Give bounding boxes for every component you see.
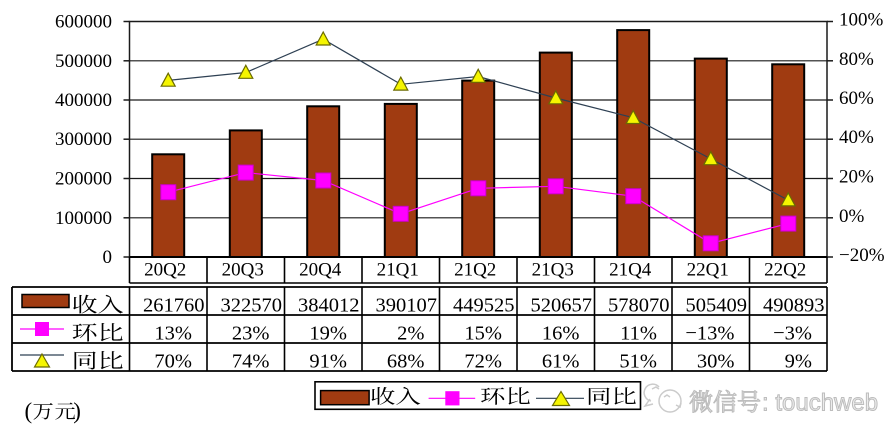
svg-text:20Q4: 20Q4 [299, 260, 342, 281]
svg-text:400000: 400000 [55, 90, 112, 111]
svg-text:13%: 13% [154, 323, 192, 345]
svg-text:23%: 23% [232, 323, 270, 345]
svg-text:449525: 449525 [453, 295, 515, 317]
svg-text:9%: 9% [785, 351, 812, 373]
svg-text:0: 0 [103, 247, 113, 268]
svg-text:61%: 61% [542, 351, 580, 373]
svg-text:505409: 505409 [686, 295, 748, 317]
svg-text:0%: 0% [839, 206, 865, 227]
svg-text:22Q2: 22Q2 [764, 260, 806, 281]
svg-text:390107: 390107 [376, 295, 438, 317]
svg-text:21Q3: 21Q3 [532, 260, 574, 281]
svg-text:91%: 91% [309, 351, 347, 373]
svg-text:−3%: −3% [773, 323, 812, 345]
svg-text:600000: 600000 [55, 12, 112, 33]
svg-text:21Q2: 21Q2 [454, 260, 496, 281]
svg-text:20%: 20% [839, 167, 874, 188]
svg-text:300000: 300000 [55, 129, 112, 150]
svg-text:2%: 2% [397, 323, 424, 345]
svg-text:72%: 72% [464, 351, 502, 373]
svg-text:20Q2: 20Q2 [144, 260, 186, 281]
svg-text:16%: 16% [542, 323, 580, 345]
svg-text:21Q4: 21Q4 [609, 260, 652, 281]
svg-text:261760: 261760 [143, 295, 205, 317]
svg-text:19%: 19% [309, 323, 347, 345]
svg-text:: touchweb: : touchweb [762, 390, 878, 417]
svg-text:−13%: −13% [685, 323, 734, 345]
svg-text:51%: 51% [619, 351, 657, 373]
svg-text:(: ( [25, 399, 33, 424]
svg-text:490893: 490893 [763, 295, 825, 317]
svg-text:74%: 74% [232, 351, 270, 373]
svg-text:100000: 100000 [55, 208, 112, 229]
svg-text:30%: 30% [697, 351, 735, 373]
svg-text:): ) [73, 399, 81, 424]
svg-text:68%: 68% [387, 351, 425, 373]
svg-text:11%: 11% [620, 323, 657, 345]
svg-text:20Q3: 20Q3 [222, 260, 264, 281]
svg-text:40%: 40% [839, 127, 874, 148]
svg-text:22Q1: 22Q1 [687, 260, 729, 281]
svg-text:21Q1: 21Q1 [377, 260, 419, 281]
svg-text:60%: 60% [839, 88, 874, 109]
svg-text:578070: 578070 [608, 295, 670, 317]
svg-text:−20%: −20% [839, 245, 885, 266]
svg-text:520657: 520657 [531, 295, 593, 317]
svg-text:70%: 70% [154, 351, 192, 373]
svg-text:100%: 100% [839, 10, 884, 31]
svg-text:80%: 80% [839, 49, 874, 70]
svg-text:384012: 384012 [298, 295, 360, 317]
svg-text:15%: 15% [464, 323, 502, 345]
svg-text:322570: 322570 [221, 295, 283, 317]
svg-text:500000: 500000 [55, 51, 112, 72]
svg-text:200000: 200000 [55, 169, 112, 190]
